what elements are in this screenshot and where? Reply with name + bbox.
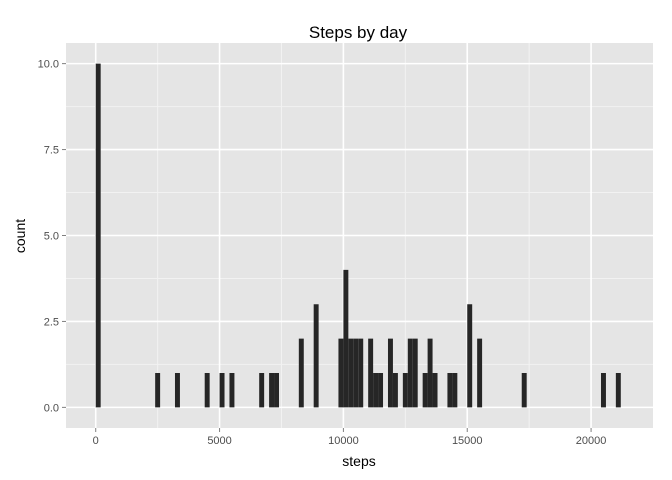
y-tick-label: 2.5 (44, 316, 59, 328)
histogram-bar (378, 373, 384, 408)
histogram-bar (174, 373, 180, 408)
x-tick-label: 20000 (576, 435, 607, 447)
y-tick-label: 7.5 (44, 145, 59, 157)
histogram-bar (432, 373, 438, 408)
histogram-bar (229, 373, 235, 408)
y-tick-label: 5.0 (44, 231, 59, 243)
histogram-bar (600, 373, 606, 408)
histogram-bar (521, 373, 527, 408)
x-axis-label: steps (342, 453, 375, 469)
y-tick-label: 10.0 (38, 59, 59, 71)
y-tick-label: 0.0 (44, 402, 59, 414)
histogram-bar (358, 338, 364, 408)
histogram-bar (447, 373, 453, 408)
x-tick-label: 10000 (328, 435, 359, 447)
y-axis-label: count (12, 219, 28, 253)
histogram-bar (368, 338, 374, 408)
x-tick-label: 0 (93, 435, 99, 447)
histogram-bar (422, 373, 428, 408)
histogram-bar (477, 338, 483, 408)
x-axis: 0 5000 10000 15000 20000 (93, 428, 607, 447)
histogram-bar (387, 338, 393, 408)
histogram-bars (95, 63, 621, 408)
histogram-bar (274, 373, 280, 408)
histogram-bar (219, 373, 225, 408)
histogram-bar (412, 338, 418, 408)
histogram-bar (407, 338, 413, 408)
histogram-bar (298, 338, 304, 408)
histogram-bar (353, 338, 359, 408)
histogram-bar (269, 373, 275, 408)
y-axis: 0.0 2.5 5.0 7.5 10.0 (38, 59, 66, 414)
histogram-bar (348, 338, 354, 408)
histogram-bar (313, 304, 319, 408)
histogram-bar (338, 338, 344, 408)
histogram-bar (259, 373, 265, 408)
histogram-bar (373, 373, 379, 408)
x-tick-label: 5000 (207, 435, 231, 447)
histogram-bar (204, 373, 210, 408)
chart-title: Steps by day (309, 23, 408, 42)
histogram-bar (427, 338, 433, 408)
histogram-bar (343, 269, 349, 408)
histogram-bar (402, 373, 408, 408)
x-tick-label: 15000 (452, 435, 483, 447)
histogram-bar (467, 304, 473, 408)
histogram-bar (392, 373, 398, 408)
histogram-bar (615, 373, 621, 408)
histogram-bar (452, 373, 458, 408)
histogram-bar (155, 373, 161, 408)
histogram-bar (95, 63, 101, 408)
